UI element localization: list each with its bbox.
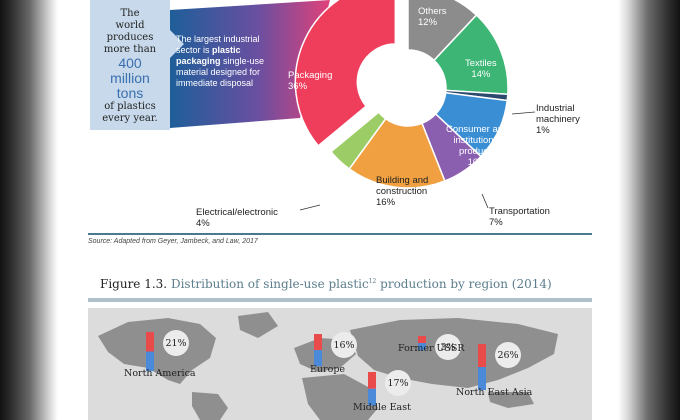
stat-line-2: world bbox=[115, 20, 145, 31]
landmass-africa bbox=[302, 374, 378, 420]
figure-superscript: 12 bbox=[368, 278, 377, 285]
map-value-badge-north-america bbox=[163, 330, 189, 356]
photo-edge-right bbox=[618, 0, 680, 420]
map-label-north-america: North America bbox=[124, 368, 196, 379]
map-value-badge-former-ussr bbox=[435, 334, 461, 360]
donut-hole bbox=[370, 50, 446, 126]
label-building: Building and construction 16% bbox=[376, 175, 429, 208]
landmass-south-america bbox=[192, 392, 228, 420]
callout-text: The largest industrial sector is plastic… bbox=[176, 34, 276, 89]
landmass-north-america bbox=[98, 318, 216, 384]
map-label-europe: Europe bbox=[310, 364, 346, 375]
callout-fan bbox=[170, 0, 330, 128]
label-consumer: Consumer and institutional products 10% bbox=[446, 124, 509, 168]
donut-chart bbox=[170, 0, 536, 211]
figure-title: Figure 1.3. Distribution of single-use p… bbox=[100, 277, 552, 291]
map-value-badge-europe bbox=[331, 332, 357, 358]
map-value-middle-east: 17% bbox=[387, 378, 408, 389]
source-note: Source: Adapted from Geyer, Jambeck, and… bbox=[88, 238, 258, 245]
map-label-middle-east: Middle East bbox=[353, 402, 411, 413]
label-others: Others 12% bbox=[418, 6, 447, 28]
chart-rule bbox=[88, 233, 592, 235]
figure-title-end: production by region (2014) bbox=[376, 277, 552, 291]
stat-line-5: of plastics bbox=[104, 101, 156, 112]
figure-rule bbox=[88, 298, 592, 302]
world-map: 21% 16% 3% 17% 26% bbox=[88, 308, 592, 420]
stat-line-3: produces bbox=[106, 32, 154, 43]
map-bar-top-middle-east bbox=[368, 372, 376, 389]
stat-line-4: more than bbox=[103, 44, 157, 55]
map-value-north-east-asia: 26% bbox=[497, 350, 518, 361]
leader-transport bbox=[481, 193, 489, 209]
landmass-southeast-asia bbox=[488, 392, 534, 408]
stat-big-1: 400 bbox=[118, 55, 142, 71]
map-bar-top-europe bbox=[314, 334, 322, 351]
label-packaging: Packaging 36% bbox=[288, 70, 333, 92]
callout-text-2: single-use material designed for immedia… bbox=[176, 56, 265, 88]
map-bar-top-north-america bbox=[146, 332, 154, 352]
landmass-greenland bbox=[238, 312, 278, 338]
map-label-former-ussr: Former USSR bbox=[398, 343, 465, 354]
callout-bold: plastic packaging bbox=[176, 45, 241, 66]
slice-packaging bbox=[294, 0, 397, 147]
stat-box-arrow bbox=[170, 30, 184, 58]
stat-line-1: The bbox=[120, 8, 140, 19]
label-transport: Transportation 7% bbox=[489, 206, 550, 228]
map-bar-bottom-former-ussr bbox=[418, 343, 426, 351]
leader-electrical bbox=[299, 204, 321, 211]
label-electrical: Electrical/electronic 4% bbox=[196, 207, 278, 229]
stat-big-3: tons bbox=[116, 85, 144, 101]
figure-title-text: Distribution of single-use plastic bbox=[170, 277, 369, 291]
map-bar-bottom-europe bbox=[314, 350, 322, 367]
map-bar-bottom-north-america bbox=[146, 351, 154, 372]
stat-big-2: million bbox=[110, 70, 150, 86]
map-value-europe: 16% bbox=[333, 340, 354, 351]
map-value-former-ussr: 3% bbox=[440, 342, 455, 353]
figure-number: Figure 1.3. bbox=[100, 277, 168, 291]
map-bar-top-former-ussr bbox=[418, 336, 426, 344]
map-value-north-america: 21% bbox=[165, 338, 186, 349]
stat-line-6: every year. bbox=[102, 113, 158, 124]
photo-edge-left bbox=[0, 0, 58, 420]
map-bar-top-north-east-asia bbox=[478, 344, 486, 367]
label-industrial: Industrial machinery 1% bbox=[536, 103, 580, 136]
map-label-north-east-asia: North East Asia bbox=[456, 387, 533, 398]
map-value-badge-north-east-asia bbox=[495, 342, 521, 368]
stat-box: The world produces more than 400 million… bbox=[90, 0, 184, 130]
map-bar-bottom-north-east-asia bbox=[478, 367, 486, 390]
label-textiles: Textiles 14% bbox=[465, 58, 497, 80]
map-value-badge-middle-east bbox=[385, 370, 411, 396]
leader-industrial bbox=[511, 111, 536, 115]
callout-text-1: The largest industrial sector is bbox=[176, 34, 260, 55]
map-bar-bottom-middle-east bbox=[368, 388, 376, 406]
